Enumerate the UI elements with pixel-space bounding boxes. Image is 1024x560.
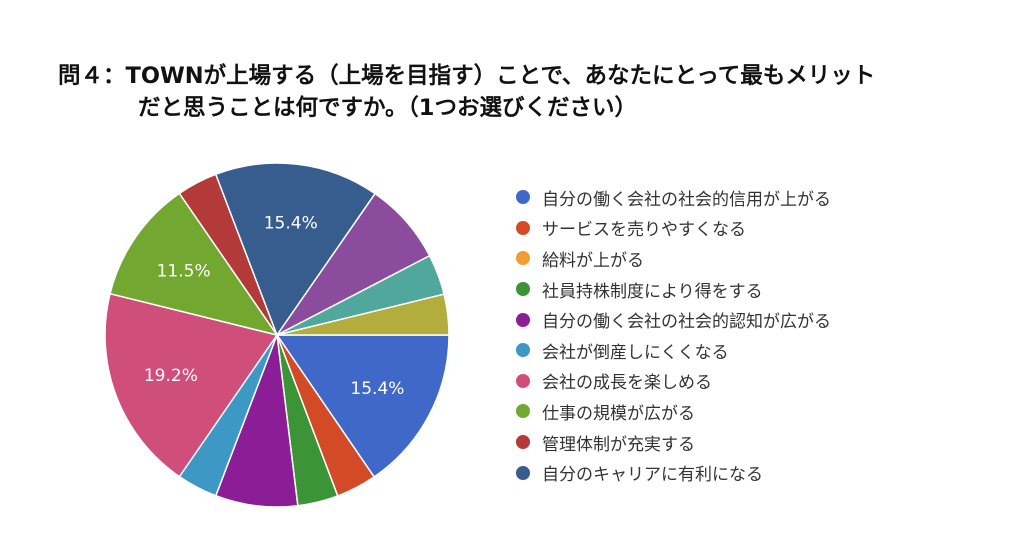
chart-title: 問４：TOWNが上場する（上場を目指す）ことで、あなたにとって最もメリット だと… bbox=[58, 60, 1008, 124]
title-line-2: だと思うことは何ですか。（1つお選びください） bbox=[138, 95, 637, 121]
legend-swatch-4 bbox=[516, 312, 530, 327]
legend-label-4: 自分の働く会社の社会的認知が広がる bbox=[542, 312, 831, 333]
legend-swatch-6 bbox=[516, 373, 530, 388]
legend-label-8: 管理体制が充実する bbox=[542, 434, 695, 455]
legend-swatch-0 bbox=[516, 190, 530, 205]
legend-item-4: 自分の働く会社の社会的認知が広がる bbox=[516, 304, 831, 335]
legend-item-9: 自分のキャリアに有利になる bbox=[516, 457, 831, 488]
slice-data-label-7: 11.5% bbox=[157, 261, 211, 281]
legend-label-0: 自分の働く会社の社会的信用が上がる bbox=[542, 189, 831, 210]
legend-swatch-5 bbox=[516, 343, 530, 358]
slice-data-label-9: 15.4% bbox=[264, 213, 318, 233]
legend-label-9: 自分のキャリアに有利になる bbox=[542, 465, 763, 486]
legend-item-0: 自分の働く会社の社会的信用が上がる bbox=[516, 182, 831, 213]
legend-swatch-9 bbox=[516, 465, 530, 480]
legend-item-8: 管理体制が充実する bbox=[516, 427, 831, 458]
legend-item-3: 社員持株制度により得をする bbox=[516, 274, 831, 305]
legend-swatch-7 bbox=[516, 404, 530, 419]
legend-label-7: 仕事の規模が広がる bbox=[542, 403, 695, 424]
legend-label-2: 給料が上がる bbox=[542, 250, 644, 271]
legend-item-6: 会社の成長を楽しめる bbox=[516, 366, 831, 397]
legend-item-5: 会社が倒産しにくくなる bbox=[516, 335, 831, 366]
pie-slice-12 bbox=[276, 293, 450, 336]
legend-label-1: サービスを売りやすくなる bbox=[542, 220, 746, 241]
legend-item-2: 給料が上がる bbox=[516, 243, 831, 274]
legend-label-5: 会社が倒産しにくくなる bbox=[542, 342, 729, 363]
pie-slice-0 bbox=[275, 334, 450, 478]
legend-swatch-3 bbox=[516, 282, 530, 297]
legend-item-1: サービスを売りやすくなる bbox=[516, 213, 831, 244]
legend-swatch-2 bbox=[516, 251, 530, 266]
title-line-1: 問４：TOWNが上場する（上場を目指す）ことで、あなたにとって最もメリット bbox=[58, 63, 876, 89]
legend: 自分の働く会社の社会的信用が上がる サービスを売りやすくなる 給料が上がる社員持株制… bbox=[516, 182, 831, 488]
legend-swatch-1 bbox=[516, 220, 530, 235]
pie-slice-6 bbox=[104, 292, 279, 478]
legend-label-6: 会社の成長を楽しめる bbox=[542, 373, 712, 394]
legend-label-3: 社員持株制度により得をする bbox=[542, 281, 763, 302]
pie-slice-9 bbox=[214, 162, 377, 337]
slice-data-label-0: 15.4% bbox=[350, 379, 404, 399]
pie-slice-7 bbox=[109, 192, 279, 337]
slice-data-label-6: 19.2% bbox=[144, 366, 198, 386]
legend-swatch-8 bbox=[516, 435, 530, 450]
legend-item-7: 仕事の規模が広がる bbox=[516, 396, 831, 427]
